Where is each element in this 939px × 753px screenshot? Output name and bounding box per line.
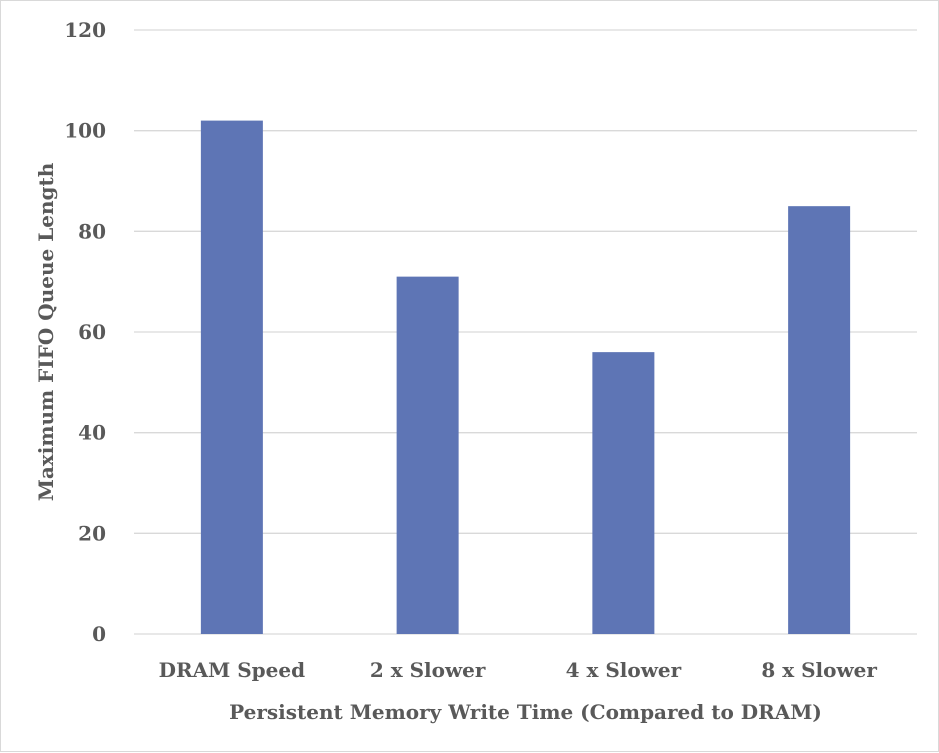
y-tick-label: 100	[64, 119, 106, 143]
bar-4	[788, 206, 851, 634]
x-axis-ticks: DRAM Speed 2 x Slower 4 x Slower 8 x Slower	[159, 658, 878, 682]
x-tick-label: DRAM Speed	[159, 658, 305, 682]
y-tick-label: 60	[78, 320, 106, 344]
x-tick-label: 4 x Slower	[566, 658, 682, 682]
gridlines	[134, 29, 917, 635]
y-tick-label: 120	[64, 18, 106, 42]
y-tick-label: 0	[92, 622, 106, 646]
bar-3	[592, 352, 655, 634]
y-axis-title: Maximum FIFO Queue Length	[34, 162, 58, 501]
bar-2	[396, 276, 459, 634]
y-tick-label: 20	[78, 521, 106, 545]
bars	[200, 120, 851, 635]
y-tick-label: 80	[78, 219, 106, 243]
y-axis-ticks: 0 20 40 60 80 100 120	[64, 18, 106, 646]
x-tick-label: 2 x Slower	[370, 658, 486, 682]
x-tick-label: 8 x Slower	[761, 658, 877, 682]
x-axis-title: Persistent Memory Write Time (Compared t…	[229, 700, 822, 724]
y-tick-label: 40	[78, 421, 106, 445]
bar-1	[200, 120, 263, 635]
